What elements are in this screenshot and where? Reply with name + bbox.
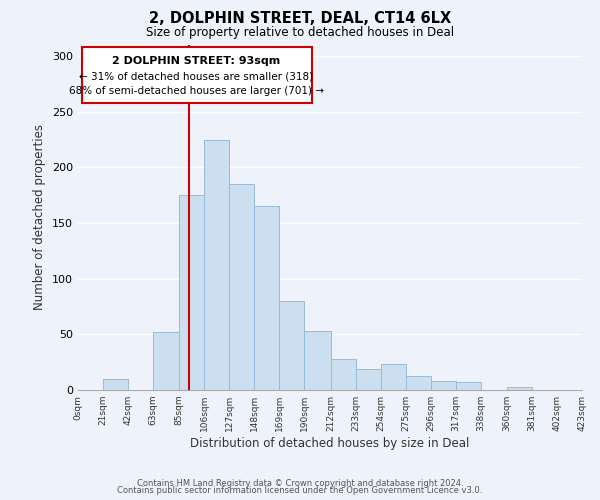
Bar: [280, 301, 304, 390]
Text: Contains public sector information licensed under the Open Government Licence v3: Contains public sector information licen…: [118, 486, 482, 495]
Text: Size of property relative to detached houses in Deal: Size of property relative to detached ho…: [146, 26, 454, 39]
Bar: [380, 364, 406, 390]
Bar: [406, 376, 431, 390]
Bar: [331, 359, 356, 390]
Bar: [179, 195, 204, 390]
Text: ← 31% of detached houses are smaller (318): ← 31% of detached houses are smaller (31…: [79, 72, 314, 82]
Bar: [204, 140, 229, 390]
Bar: [153, 332, 179, 390]
FancyBboxPatch shape: [82, 47, 311, 103]
Bar: [356, 369, 380, 390]
Text: 2 DOLPHIN STREET: 93sqm: 2 DOLPHIN STREET: 93sqm: [112, 56, 281, 66]
X-axis label: Distribution of detached houses by size in Deal: Distribution of detached houses by size …: [190, 437, 470, 450]
Bar: [229, 184, 254, 390]
Bar: [431, 381, 456, 390]
Bar: [507, 386, 532, 390]
Y-axis label: Number of detached properties: Number of detached properties: [34, 124, 46, 310]
Bar: [254, 206, 280, 390]
Bar: [103, 379, 128, 390]
Bar: [304, 331, 331, 390]
Bar: [456, 382, 481, 390]
Text: 2, DOLPHIN STREET, DEAL, CT14 6LX: 2, DOLPHIN STREET, DEAL, CT14 6LX: [149, 11, 451, 26]
Text: Contains HM Land Registry data © Crown copyright and database right 2024.: Contains HM Land Registry data © Crown c…: [137, 478, 463, 488]
Text: 68% of semi-detached houses are larger (701) →: 68% of semi-detached houses are larger (…: [69, 86, 324, 96]
